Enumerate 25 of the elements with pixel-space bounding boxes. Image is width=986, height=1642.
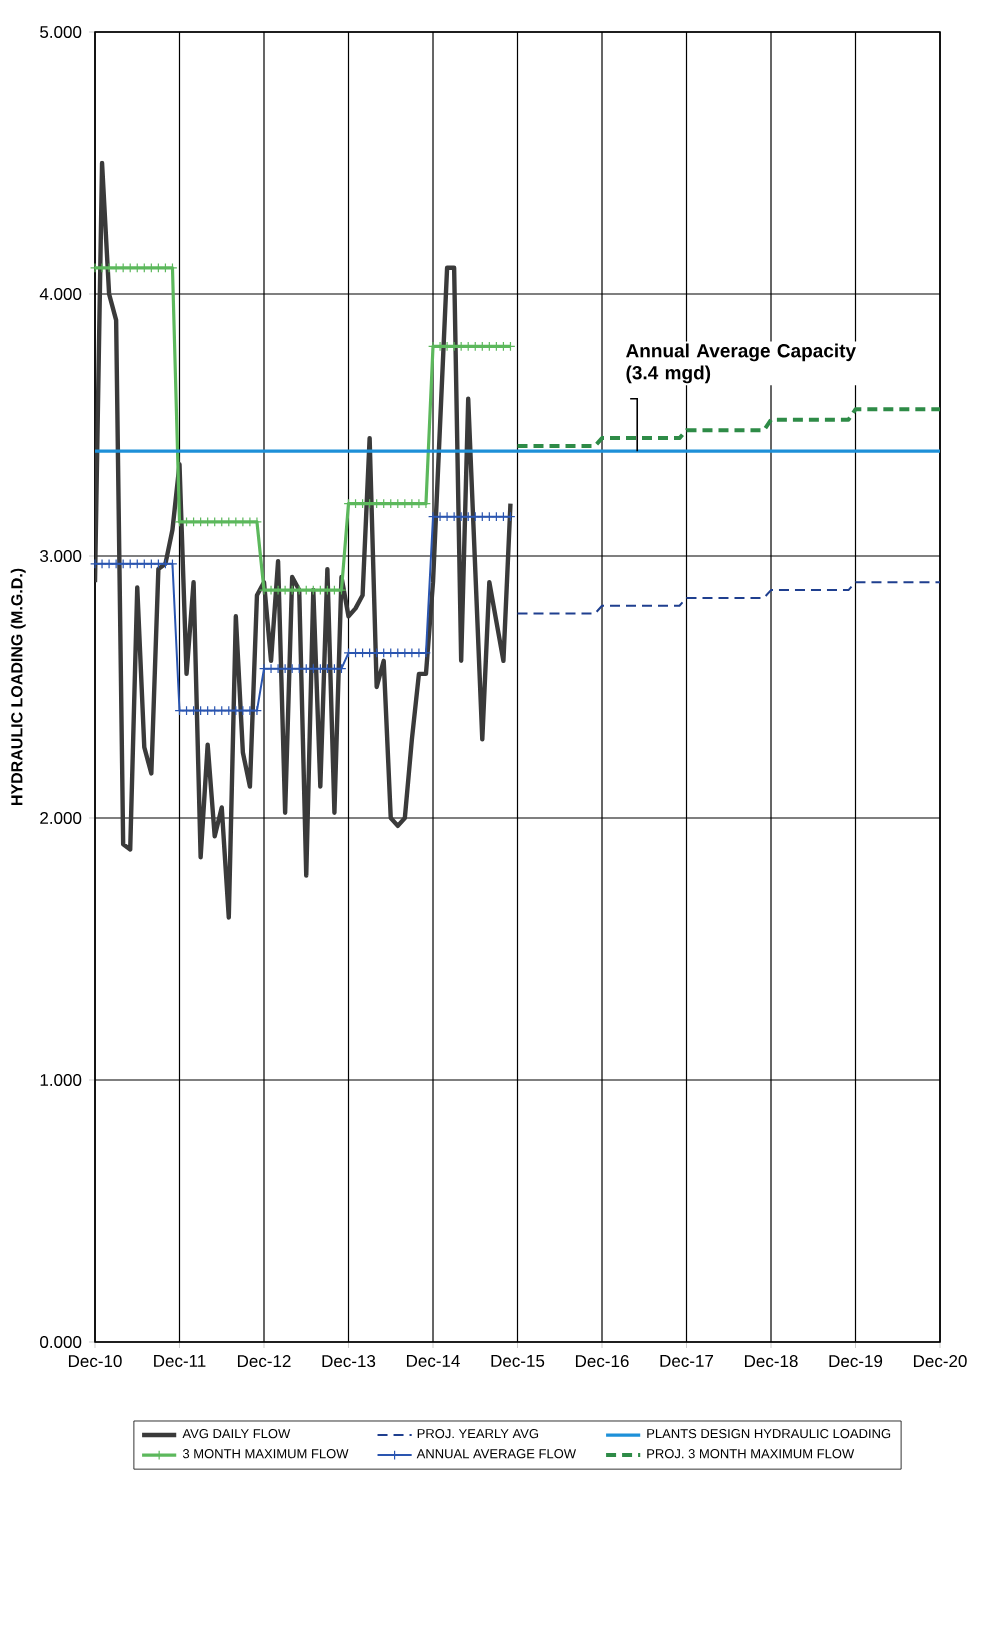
x-tick-label: Dec-14	[406, 1355, 460, 1367]
x-tick-label: Dec-19	[829, 1355, 883, 1368]
legend-label: PROJ. 3 MONTH MAXIMUM FLOW	[647, 1449, 855, 1459]
x-tick-label: Dec-16	[575, 1355, 629, 1368]
x-tick-label: Dec-11	[154, 1355, 206, 1367]
x-tick-label: Dec-10	[68, 1355, 122, 1368]
legend-label: PROJ. YEARLY AVG	[417, 1429, 539, 1439]
y-tick-label: 5.000	[40, 25, 82, 38]
legend-label: ANNUAL AVERAGE FLOW	[416, 1449, 576, 1459]
legend-label: AVG DAILY FLOW	[182, 1429, 291, 1439]
x-tick-label: Dec-20	[913, 1355, 967, 1368]
x-tick-label: Dec-17	[660, 1355, 714, 1367]
legend-label: PLANTS DESIGN HYDRAULIC LOADING	[647, 1429, 891, 1439]
y-tick-label: 3.000	[40, 549, 82, 562]
legend-label: 3 MONTH MAXIMUM FLOW	[182, 1449, 349, 1459]
y-axis-title: HYDRAULIC LOADING (M.G.D.)	[10, 568, 26, 806]
x-tick-label: Dec-15	[491, 1355, 545, 1367]
annotation: Annual Average Capacity (3.4 mgd)	[626, 343, 856, 384]
x-tick-label: Dec-12	[237, 1355, 291, 1368]
x-tick-label: Dec-13	[322, 1355, 376, 1368]
y-tick-label: 1.000	[40, 1073, 82, 1086]
y-tick-label: 4.000	[39, 287, 82, 300]
x-tick-label: Dec-18	[744, 1355, 798, 1368]
y-tick-label: 0.000	[40, 1335, 82, 1348]
y-tick-label: 2.000	[40, 811, 82, 824]
